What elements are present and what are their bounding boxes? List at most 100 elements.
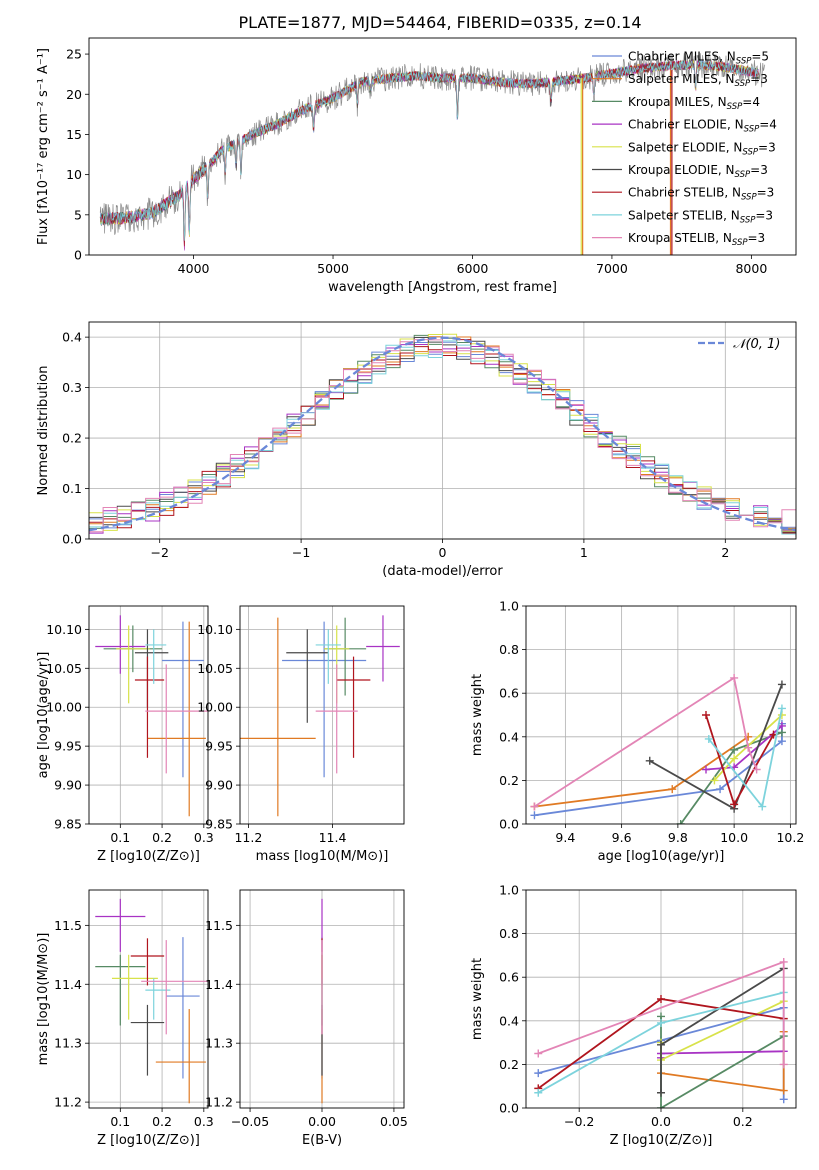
x-tick-label: 2	[721, 545, 729, 560]
x-tick-label: 9.4	[555, 830, 575, 845]
weight-marker	[777, 737, 786, 746]
error-bar-point	[147, 621, 206, 817]
legend-entry: Salpeter MILES, NSSP=3	[628, 72, 768, 89]
weight-marker	[702, 765, 710, 774]
weight-marker	[645, 756, 654, 765]
x-tick-label: 0.3	[194, 1114, 214, 1129]
x-tick-label: 1	[580, 545, 588, 560]
y-tick-label: 10.00	[46, 700, 82, 715]
weight-line	[533, 676, 758, 808]
plot-area	[240, 890, 404, 1108]
plot-area	[89, 890, 208, 1108]
histogram-series	[89, 339, 796, 533]
x-tick-label: 10.2	[776, 830, 804, 845]
error-bar-point	[162, 621, 204, 778]
plot-area	[526, 606, 796, 824]
axes-frame	[88, 889, 209, 1109]
panel-4: 11.2 11.4 9.85 9.90 9.95 10.00 10.05 10.10 mass …	[197, 605, 405, 864]
y-tick-label: 9.95	[54, 739, 82, 754]
legend-entry: Kroupa ELODIE, NSSP=3	[628, 163, 768, 180]
weight-marker	[716, 785, 725, 794]
legend-entry: Kroupa MILES, NSSP=4	[628, 95, 760, 112]
x-axis-label: mass [log10(M/M⊙)]	[256, 849, 389, 864]
y-tick-label: 11.4	[54, 977, 82, 992]
weight-marker	[534, 1049, 543, 1058]
y-tick-label: 20	[66, 87, 82, 102]
weight-series	[676, 728, 786, 824]
x-axis-label: Z [log10(Z/Z⊙)]	[610, 1133, 713, 1148]
y-tick-label: 0.4	[499, 729, 519, 744]
legend-entry: Salpeter STELIB, NSSP=3	[628, 208, 773, 225]
error-bar-point	[166, 937, 200, 1079]
weight-series	[657, 1047, 788, 1062]
y-tick-label: 0.0	[499, 817, 519, 832]
y-tick-label: 10.00	[197, 700, 233, 715]
x-tick-label: −1	[292, 545, 310, 560]
y-tick-label: 11.4	[205, 977, 233, 992]
weight-series	[702, 711, 778, 809]
error-bar-point	[286, 629, 329, 723]
y-tick-label: 0.1	[62, 481, 82, 496]
x-tick-label: 9.8	[668, 830, 688, 845]
plot-area	[240, 606, 404, 824]
y-tick-label: 11.2	[54, 1095, 82, 1110]
y-tick-label: 1.0	[499, 883, 519, 898]
weight-series	[645, 680, 786, 813]
x-axis-label: wavelength [Angstrom, rest frame]	[328, 280, 557, 295]
y-tick-label: 10.05	[46, 661, 82, 676]
plot-area	[526, 890, 796, 1108]
weight-series	[704, 704, 786, 811]
x-tick-label: 0.1	[110, 830, 130, 845]
weight-marker	[668, 785, 677, 794]
x-axis-label: Z [log10(Z/Z⊙)]	[97, 849, 200, 864]
y-tick-label: 10.10	[197, 622, 233, 637]
spectrum-trace	[99, 59, 759, 241]
error-bar-point	[240, 617, 316, 817]
x-tick-label: 0.05	[380, 1114, 408, 1129]
x-axis-label: Z [log10(Z/Z⊙)]	[97, 1133, 200, 1148]
y-tick-label: 0.0	[499, 1101, 519, 1116]
panel-1: 4000 5000 6000 7000 8000 0 5 10 15 20 25 wavelength…	[36, 37, 797, 295]
axes-frame	[88, 37, 797, 256]
plot-area	[99, 52, 766, 255]
error-bar-point	[315, 664, 358, 774]
error-bar-point	[336, 656, 371, 758]
weight-marker	[657, 1104, 665, 1108]
y-axis-label: mass [log10(M/M⊙)]	[36, 933, 51, 1066]
error-bar-point	[95, 615, 146, 674]
error-bar-point	[134, 656, 165, 758]
x-tick-label: 5000	[317, 261, 349, 276]
weight-marker	[704, 734, 713, 743]
y-tick-label: 11.2	[205, 1095, 233, 1110]
legend-entry: Chabrier MILES, NSSP=5	[628, 50, 769, 67]
weight-marker	[779, 1060, 788, 1069]
x-axis-label: (data-model)/error	[382, 564, 503, 579]
x-tick-label: 4000	[178, 261, 210, 276]
error-bar-point	[130, 1004, 165, 1076]
error-bar-point	[116, 625, 150, 704]
y-tick-label: 11.5	[205, 918, 233, 933]
weight-series	[530, 673, 761, 811]
y-tick-label: 9.90	[205, 778, 233, 793]
x-axis-label: age [log10(age/yr)]	[598, 849, 725, 864]
plot-area	[89, 606, 208, 824]
y-tick-label: 0.4	[499, 1013, 519, 1028]
x-tick-label: 0.2	[152, 830, 172, 845]
x-tick-label: 0.2	[152, 1114, 172, 1129]
x-tick-label: −0.05	[231, 1114, 269, 1129]
axes-frame	[239, 889, 405, 1109]
panel-6: 0.1 0.2 0.3 11.2 11.3 11.4 11.5 Z [log10(Z/Z⊙)]…	[36, 889, 214, 1148]
y-tick-label: 0.2	[499, 773, 519, 788]
x-tick-label: 0.1	[110, 1114, 130, 1129]
x-tick-label: 8000	[735, 261, 767, 276]
y-tick-label: 15	[66, 127, 82, 142]
axes-frame	[525, 605, 797, 825]
weight-marker	[530, 802, 539, 811]
y-tick-label: 10	[66, 167, 82, 182]
x-tick-label: 11.2	[234, 830, 262, 845]
weight-marker	[702, 711, 710, 719]
weight-marker	[730, 800, 739, 809]
x-tick-label: −0.2	[564, 1114, 594, 1129]
y-axis-label: Flux [fλ10⁻¹⁷ erg cm⁻² s⁻¹ A⁻¹]	[36, 48, 51, 245]
